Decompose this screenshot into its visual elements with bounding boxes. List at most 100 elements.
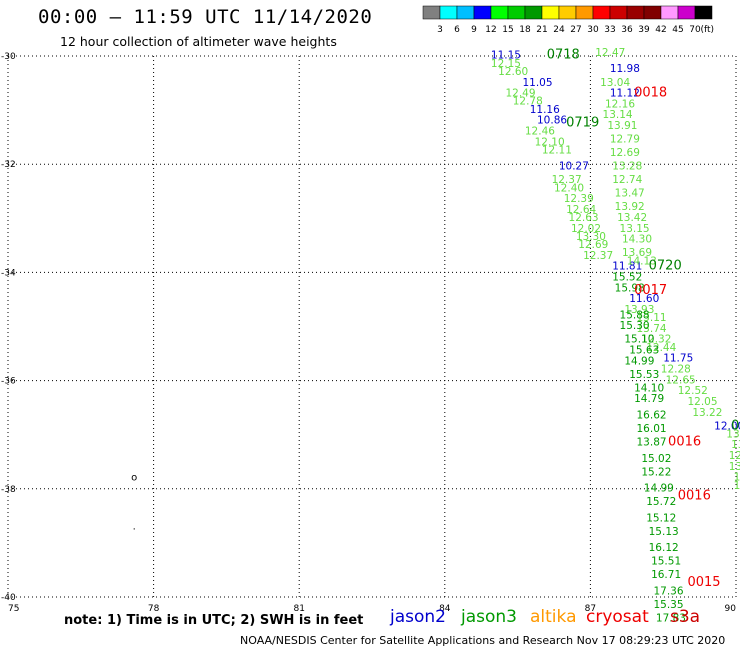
swh-value-label: 10.27: [559, 161, 589, 173]
swh-value-label: 16.71: [651, 569, 681, 581]
swh-value-label: 14.15: [734, 472, 740, 484]
swh-value-label: 13.69: [622, 247, 652, 259]
colorbar-tick-label: 33: [604, 25, 615, 35]
x-tick-label: 81: [293, 604, 304, 614]
colorbar-tick-label: 36: [621, 25, 633, 35]
swh-value-label: 12.64: [566, 204, 596, 216]
chart-title: 00:00 – 11:59 UTC 11/14/2020: [38, 6, 373, 28]
colorbar-tick-label: 39: [638, 25, 650, 35]
x-tick-label: 84: [439, 604, 451, 614]
pass-time-label: 0016: [678, 489, 711, 504]
swh-value-label: 12.37: [552, 174, 582, 186]
swh-value-label: 12.16: [605, 98, 635, 110]
colorbar-tick-label: 6: [454, 25, 460, 35]
swh-value-label: 15.10: [624, 334, 654, 346]
land-point: o: [131, 473, 137, 484]
colorbar-tick-label: 70: [689, 25, 701, 35]
swh-value-label: 15.35: [653, 599, 683, 611]
pass-time-label: 0016: [668, 435, 701, 450]
swh-value-label: 15.12: [646, 512, 676, 524]
swh-value-label: 10.86: [537, 115, 567, 127]
swh-value-label: 12.60: [498, 66, 528, 78]
colorbar-tick-label: 9: [471, 25, 477, 35]
swh-value-label: 15.72: [646, 496, 676, 508]
pass-time-label: 0017: [634, 283, 667, 298]
swh-value-label: 12.69: [610, 147, 640, 159]
legend-cryosat: cryosat: [586, 607, 649, 627]
swh-value-label: 12.78: [513, 96, 543, 108]
swh-value-label: 13.29: [726, 428, 740, 440]
swh-value-label: 14.30: [622, 234, 652, 246]
swh-value-label: 16.12: [649, 542, 679, 554]
swh-value-label: 14.79: [634, 393, 664, 405]
swh-value-label: 17.83: [656, 612, 686, 624]
swh-value-label: 13.22: [692, 407, 722, 419]
swh-value-label: 11.75: [663, 353, 693, 365]
swh-value-label: 12.52: [678, 385, 708, 397]
x-tick-label: 75: [8, 604, 19, 614]
colorbar-tick-label: 15: [502, 25, 513, 35]
y-tick-label: -30: [1, 52, 16, 62]
swh-value-label: 15.52: [612, 272, 642, 284]
colorbar-swatch: [694, 5, 713, 20]
colorbar-tick-label: 24: [553, 25, 565, 35]
colorbar-tick-label: 42: [655, 25, 666, 35]
y-tick-label: -34: [1, 268, 16, 278]
swh-value-label: 14.99: [644, 483, 674, 495]
swh-value-label: 12.44: [646, 342, 676, 354]
land-point: .: [133, 521, 136, 532]
swh-value-label: 12.69: [578, 239, 608, 251]
swh-value-label: 15.51: [651, 556, 681, 568]
swh-value-label: 13.30: [576, 231, 606, 243]
colorbar-tick-label: 27: [570, 25, 581, 35]
swh-value-label: 12.11: [542, 144, 572, 156]
swh-value-label: 12.49: [505, 88, 535, 100]
swh-value-label: 12.46: [525, 125, 555, 137]
swh-value-label: 12.00: [714, 420, 740, 432]
swh-value-label: 15.63: [629, 345, 659, 357]
credit-line: NOAA/NESDIS Center for Satellite Applica…: [240, 634, 726, 647]
swh-value-label: 16.62: [637, 409, 667, 421]
swh-value-label: 12.05: [687, 396, 717, 408]
legend-jason3: jason3: [461, 607, 517, 627]
colorbar-tick-label: 12: [485, 25, 496, 35]
swh-value-label: 12.33: [729, 450, 740, 462]
swh-value-label: 12.47: [595, 47, 625, 59]
swh-value-label: 14.13: [627, 255, 657, 267]
y-tick-label: -32: [1, 160, 16, 170]
swh-value-label: 13.74: [637, 323, 667, 335]
swh-value-label: 12.37: [583, 250, 613, 262]
swh-value-label: 12.10: [535, 136, 565, 148]
x-tick-label: 87: [585, 604, 596, 614]
colorbar-unit: (ft): [700, 25, 714, 35]
swh-value-label: 12.15: [491, 58, 521, 70]
pass-time-label: 0: [731, 418, 739, 433]
swh-value-label: 13.28: [612, 161, 642, 173]
swh-value-label: 13.15: [620, 223, 650, 235]
legend-jason2: jason2: [390, 607, 446, 627]
colorbar-tick-label: 30: [587, 25, 599, 35]
colorbar-tick-label: 21: [536, 25, 547, 35]
swh-value-label: 17.36: [653, 585, 683, 597]
swh-value-label: 11.15: [491, 50, 521, 62]
x-tick-label: 90: [725, 604, 737, 614]
swh-value-label: 12.65: [666, 374, 696, 386]
swh-value-label: 13.91: [607, 120, 637, 132]
pass-time-label: 0720: [649, 259, 682, 274]
swh-value-label: 13.92: [615, 201, 645, 213]
swh-value-label: 12.63: [569, 212, 599, 224]
pass-time-label: 0018: [634, 86, 667, 101]
swh-value-label: 15.98: [615, 282, 645, 294]
swh-value-label: 15.22: [641, 466, 671, 478]
swh-value-label: 11.05: [522, 77, 552, 89]
swh-value-label: 13.87: [637, 437, 667, 449]
chart-subtitle: 12 hour collection of altimeter wave hei…: [60, 34, 337, 49]
swh-value-label: 11.12: [610, 88, 640, 100]
pass-time-label: 0015: [687, 575, 720, 590]
wave-height-colorbar: 3 6 9 12 15 18 21 24 27 30 33 36 39 42 45 70 (ft): [422, 5, 714, 35]
swh-value-label: 15.88: [620, 309, 650, 321]
swh-value-label: 12.39: [564, 193, 594, 205]
swh-value-label: 14.10: [634, 382, 664, 394]
